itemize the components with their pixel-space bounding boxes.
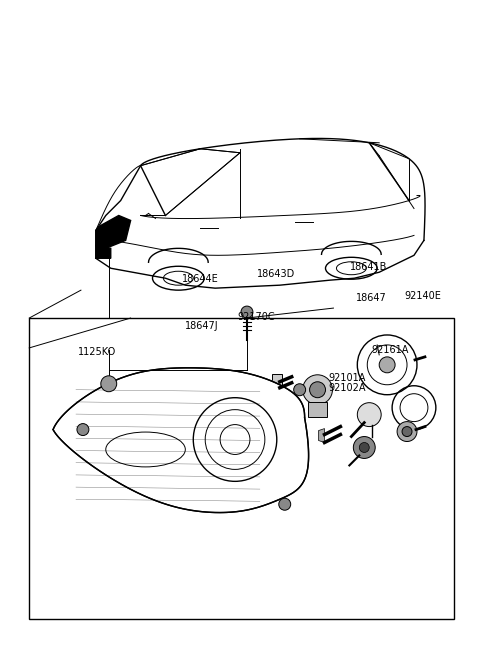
Text: 18647J: 18647J [185,321,218,331]
Text: 92102A: 92102A [328,383,366,392]
Polygon shape [319,428,324,443]
Bar [29,318,454,619]
Circle shape [357,403,381,426]
Text: 92101A: 92101A [328,373,366,383]
Polygon shape [96,246,111,258]
Polygon shape [53,368,309,513]
Text: 92140E: 92140E [405,291,442,301]
Circle shape [77,424,89,436]
Circle shape [379,357,395,373]
Circle shape [279,498,291,510]
Bar [272,374,282,392]
Polygon shape [53,368,309,513]
Circle shape [302,375,333,405]
Text: 1125KO: 1125KO [78,347,116,357]
Text: 18643D: 18643D [257,269,295,279]
Circle shape [360,443,369,453]
Circle shape [101,376,117,392]
Circle shape [310,382,325,398]
Text: 92161A: 92161A [371,345,408,355]
Text: 18647: 18647 [356,293,386,303]
Circle shape [272,428,280,436]
Circle shape [402,426,412,436]
Text: 92170C: 92170C [238,312,275,322]
Text: 18644E: 18644E [182,274,218,284]
Text: 18641B: 18641B [350,263,387,272]
Circle shape [241,306,253,318]
Circle shape [397,422,417,441]
Bar [308,402,327,417]
Polygon shape [96,215,131,250]
Circle shape [353,436,375,458]
Circle shape [294,384,306,396]
